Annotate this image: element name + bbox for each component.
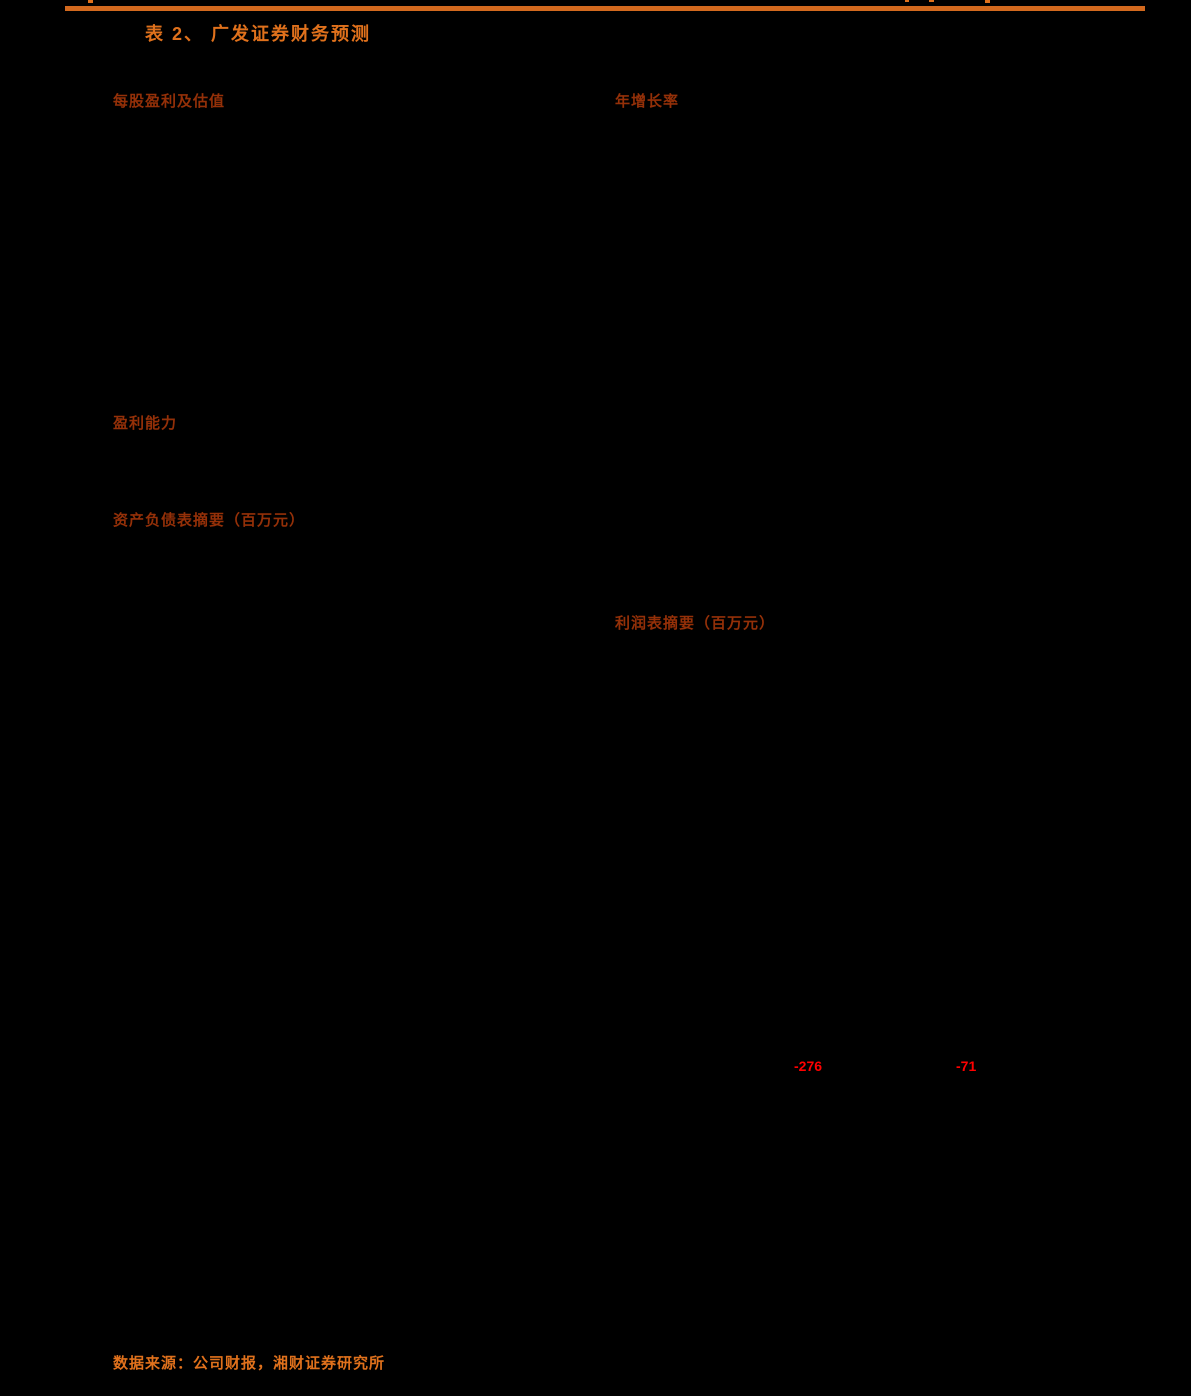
cutoff-glyph-remnant [929, 0, 934, 2]
negative-table-value: -276 [794, 1058, 823, 1074]
header-rule [65, 6, 1145, 11]
section-label-balance-sheet: 资产负债表摘要（百万元） [113, 512, 306, 529]
negative-table-value: -71 [956, 1058, 977, 1074]
cutoff-glyph-remnant [905, 0, 909, 2]
cutoff-glyph-remnant [985, 0, 990, 3]
section-label-eps-valuation: 每股盈利及估值 [113, 93, 226, 110]
data-source-note: 数据来源：公司财报，湘财证券研究所 [113, 1355, 386, 1372]
cutoff-glyph-remnant [88, 0, 93, 3]
section-label-growth-rate: 年增长率 [615, 93, 680, 110]
section-label-profitability: 盈利能力 [113, 415, 178, 432]
table-title: 表 2、 广发证券财务预测 [145, 24, 372, 44]
section-label-income-statement: 利润表摘要（百万元） [615, 615, 776, 632]
